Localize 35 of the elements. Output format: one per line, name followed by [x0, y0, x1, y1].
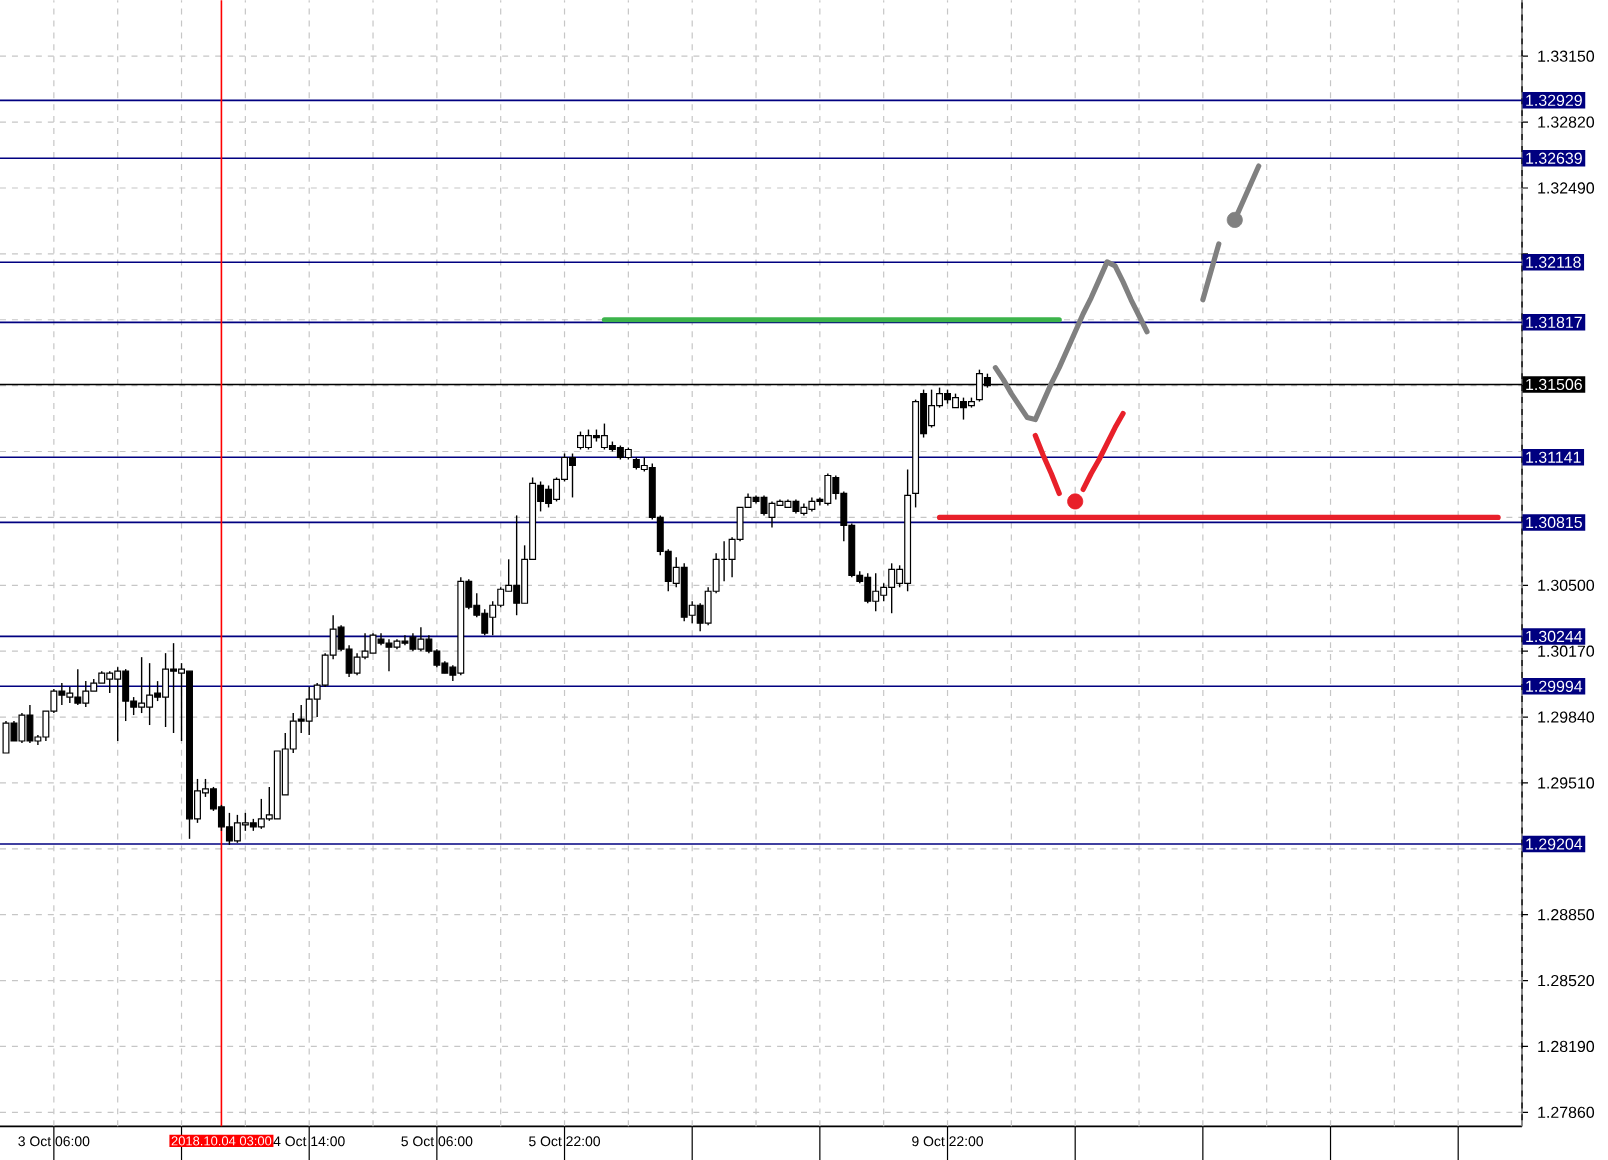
candlestick	[369, 632, 377, 654]
candlestick	[233, 814, 241, 844]
candlestick	[162, 652, 170, 728]
candlestick	[888, 562, 896, 614]
candlestick	[122, 668, 130, 722]
candlestick	[545, 484, 553, 509]
candlestick	[106, 670, 114, 694]
candlestick	[74, 668, 82, 706]
candlestick	[26, 704, 34, 744]
candlestick	[66, 686, 74, 704]
candlestick	[82, 680, 90, 708]
candlestick	[928, 388, 936, 429]
candlestick	[864, 572, 872, 604]
candlestick	[2, 720, 10, 754]
candlestick	[18, 712, 26, 744]
candlestick	[58, 682, 66, 706]
candlestick	[401, 634, 409, 646]
candlestick	[257, 798, 265, 830]
candlestick	[170, 642, 178, 734]
candlestick	[385, 638, 393, 672]
candlestick	[417, 626, 425, 652]
candlestick	[600, 422, 608, 451]
candlestick	[872, 572, 880, 612]
candlestick	[960, 396, 967, 421]
candlestick	[305, 686, 313, 736]
candlestick	[481, 608, 489, 636]
candlestick	[146, 662, 154, 726]
candlestick	[768, 500, 776, 529]
candlestick	[569, 452, 576, 499]
candlestick	[584, 428, 592, 451]
candlestick	[513, 514, 521, 616]
candlestick	[824, 472, 832, 507]
candlestick	[114, 666, 122, 742]
candlestick	[225, 812, 233, 846]
candlestick	[138, 656, 146, 714]
